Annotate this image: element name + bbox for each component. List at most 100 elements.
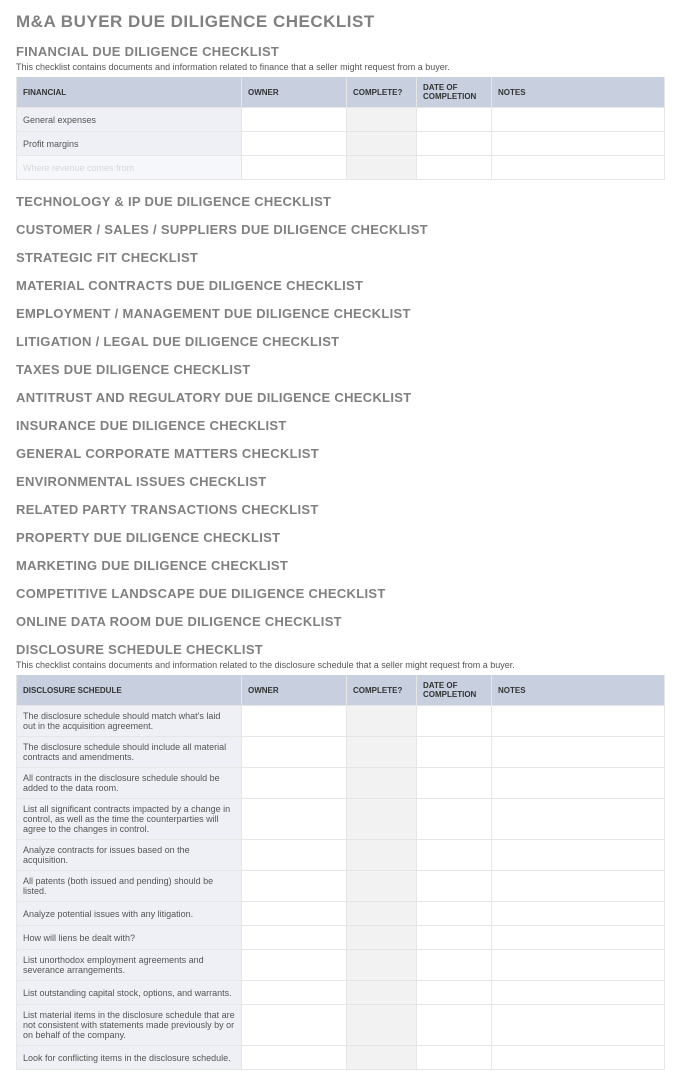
empty-cell	[347, 737, 417, 768]
table-row: Look for conflicting items in the disclo…	[17, 1046, 665, 1070]
empty-cell	[417, 926, 492, 950]
empty-cell	[492, 768, 665, 799]
empty-cell	[492, 737, 665, 768]
empty-cell	[347, 1005, 417, 1046]
row-label: The disclosure schedule should match wha…	[17, 706, 242, 737]
row-label: General expenses	[17, 108, 242, 132]
row-label: Profit margins	[17, 132, 242, 156]
empty-cell	[242, 902, 347, 926]
empty-cell	[347, 902, 417, 926]
empty-cell	[347, 926, 417, 950]
empty-cell	[347, 108, 417, 132]
empty-cell	[242, 840, 347, 871]
empty-cell	[417, 156, 492, 180]
col-header: NOTES	[492, 675, 665, 706]
row-label: Analyze contracts for issues based on th…	[17, 840, 242, 871]
section-heading: TAXES DUE DILIGENCE CHECKLIST	[16, 362, 665, 377]
empty-cell	[347, 706, 417, 737]
empty-cell	[492, 1046, 665, 1070]
empty-cell	[492, 902, 665, 926]
row-label: Where revenue comes from	[17, 156, 242, 180]
empty-cell	[347, 981, 417, 1005]
empty-cell	[492, 1005, 665, 1046]
empty-cell	[347, 799, 417, 840]
section-heading: TECHNOLOGY & IP DUE DILIGENCE CHECKLIST	[16, 194, 665, 209]
table-row: List material items in the disclosure sc…	[17, 1005, 665, 1046]
row-label: List all significant contracts impacted …	[17, 799, 242, 840]
section-heading: GENERAL CORPORATE MATTERS CHECKLIST	[16, 446, 665, 461]
empty-cell	[492, 706, 665, 737]
empty-cell	[242, 768, 347, 799]
row-label: List outstanding capital stock, options,…	[17, 981, 242, 1005]
row-label: All contracts in the disclosure schedule…	[17, 768, 242, 799]
empty-cell	[242, 1005, 347, 1046]
table-row: How will liens be dealt with?	[17, 926, 665, 950]
col-header: OWNER	[242, 675, 347, 706]
empty-cell	[492, 981, 665, 1005]
row-label: List material items in the disclosure sc…	[17, 1005, 242, 1046]
empty-cell	[492, 871, 665, 902]
empty-cell	[242, 1046, 347, 1070]
empty-cell	[242, 799, 347, 840]
table-row: List all significant contracts impacted …	[17, 799, 665, 840]
row-label: All patents (both issued and pending) sh…	[17, 871, 242, 902]
financial-desc: This checklist contains documents and in…	[16, 62, 665, 72]
empty-cell	[347, 1046, 417, 1070]
empty-cell	[492, 132, 665, 156]
empty-cell	[242, 156, 347, 180]
section-heading: MATERIAL CONTRACTS DUE DILIGENCE CHECKLI…	[16, 278, 665, 293]
table-row: All patents (both issued and pending) sh…	[17, 871, 665, 902]
empty-cell	[417, 902, 492, 926]
empty-cell	[417, 737, 492, 768]
empty-cell	[242, 950, 347, 981]
row-label: List unorthodox employment agreements an…	[17, 950, 242, 981]
col-header: NOTES	[492, 77, 665, 108]
col-header: DATE OF COMPLETION	[417, 675, 492, 706]
empty-cell	[417, 799, 492, 840]
empty-cell	[417, 1046, 492, 1070]
col-header: COMPLETE?	[347, 675, 417, 706]
empty-cell	[242, 926, 347, 950]
row-label: Look for conflicting items in the disclo…	[17, 1046, 242, 1070]
section-heading: MARKETING DUE DILIGENCE CHECKLIST	[16, 558, 665, 573]
financial-title: FINANCIAL DUE DILIGENCE CHECKLIST	[16, 44, 665, 59]
empty-cell	[492, 799, 665, 840]
empty-cell	[417, 1005, 492, 1046]
empty-cell	[492, 926, 665, 950]
section-heading: ANTITRUST AND REGULATORY DUE DILIGENCE C…	[16, 390, 665, 405]
col-header: DATE OF COMPLETION	[417, 77, 492, 108]
row-label: The disclosure schedule should include a…	[17, 737, 242, 768]
table-row: The disclosure schedule should match wha…	[17, 706, 665, 737]
empty-cell	[417, 768, 492, 799]
empty-cell	[492, 840, 665, 871]
table-row: Where revenue comes from	[17, 156, 665, 180]
empty-cell	[347, 950, 417, 981]
table-row: General expenses	[17, 108, 665, 132]
table-row: List outstanding capital stock, options,…	[17, 981, 665, 1005]
financial-table: FINANCIAL OWNER COMPLETE? DATE OF COMPLE…	[16, 77, 665, 180]
disclosure-title: DISCLOSURE SCHEDULE CHECKLIST	[16, 642, 665, 657]
section-heading: RELATED PARTY TRANSACTIONS CHECKLIST	[16, 502, 665, 517]
section-heading: LITIGATION / LEGAL DUE DILIGENCE CHECKLI…	[16, 334, 665, 349]
section-heading: INSURANCE DUE DILIGENCE CHECKLIST	[16, 418, 665, 433]
empty-cell	[347, 840, 417, 871]
section-heading: EMPLOYMENT / MANAGEMENT DUE DILIGENCE CH…	[16, 306, 665, 321]
empty-cell	[492, 156, 665, 180]
empty-cell	[242, 706, 347, 737]
empty-cell	[417, 706, 492, 737]
table-row: All contracts in the disclosure schedule…	[17, 768, 665, 799]
row-label: Analyze potential issues with any litiga…	[17, 902, 242, 926]
table-row: The disclosure schedule should include a…	[17, 737, 665, 768]
row-label: How will liens be dealt with?	[17, 926, 242, 950]
empty-cell	[347, 156, 417, 180]
empty-cell	[242, 871, 347, 902]
empty-cell	[347, 871, 417, 902]
empty-cell	[492, 108, 665, 132]
empty-cell	[417, 108, 492, 132]
col-header: COMPLETE?	[347, 77, 417, 108]
col-header: OWNER	[242, 77, 347, 108]
empty-cell	[417, 981, 492, 1005]
empty-cell	[242, 737, 347, 768]
section-heading: PROPERTY DUE DILIGENCE CHECKLIST	[16, 530, 665, 545]
col-header: DISCLOSURE SCHEDULE	[17, 675, 242, 706]
